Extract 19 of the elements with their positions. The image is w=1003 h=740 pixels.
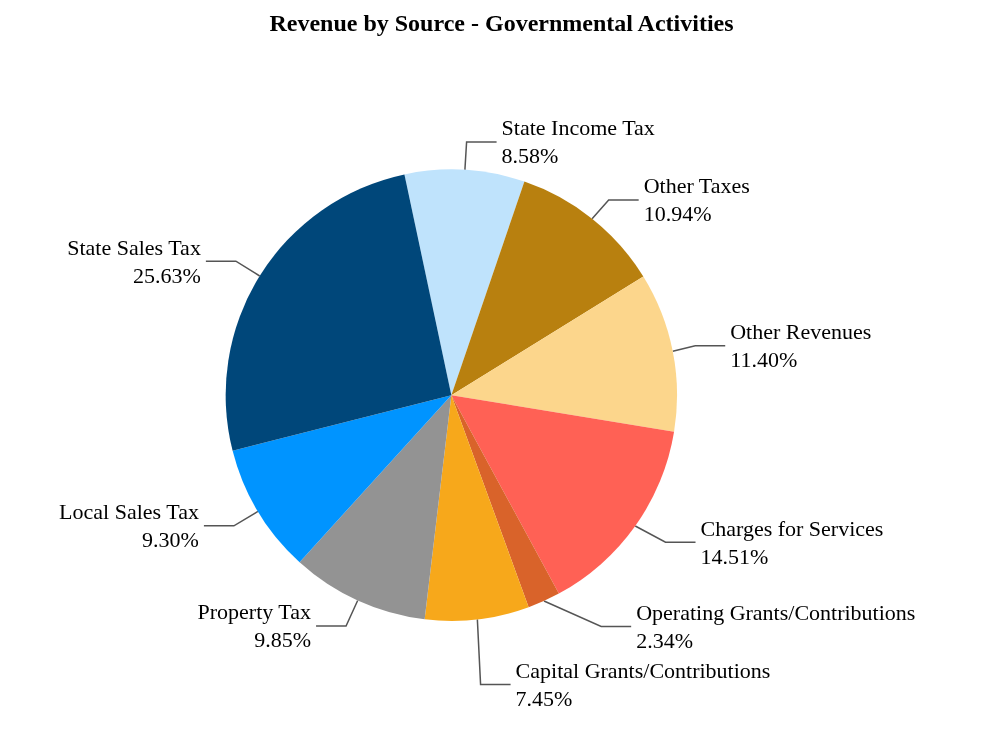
data-label: 10.94% [643,201,712,227]
data-label: 11.40% [730,347,798,373]
slice-label: Local Sales Tax [59,499,199,525]
slice-label: Capital Grants/Contributions [515,657,771,683]
slice-label: State Income Tax [501,115,655,141]
slice-label: Other Revenues [730,319,872,345]
data-label: 25.63% [133,262,201,288]
slice-label: Other Taxes [643,173,750,199]
slice-label: Charges for Services [700,515,884,541]
data-label: 14.51% [700,543,769,569]
data-label: 2.34% [636,627,693,653]
data-label: 9.85% [254,627,312,653]
slice-label: State Sales Tax [67,234,201,260]
data-label: 8.58% [501,143,559,169]
slice-label: Operating Grants/Contributions [636,599,916,625]
slice-label: Property Tax [197,599,312,625]
data-label: 7.45% [515,685,573,711]
data-label: 9.30% [142,527,199,553]
chart-title: Revenue by Source - Governmental Activities [269,10,734,36]
